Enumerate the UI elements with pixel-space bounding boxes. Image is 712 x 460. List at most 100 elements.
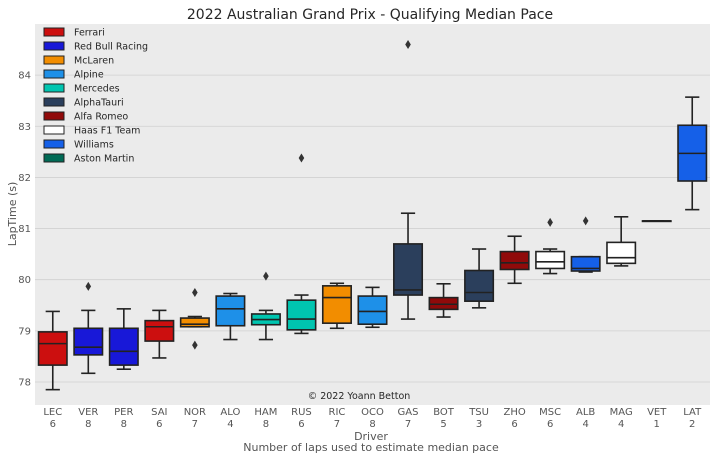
legend-label: Haas F1 Team — [74, 126, 140, 137]
box-sai — [144, 309, 175, 359]
legend-item: Red Bull Racing — [43, 41, 148, 53]
x-tick-laps: 4 — [618, 419, 624, 430]
box-iqr — [286, 299, 317, 331]
x-tick-laps: 4 — [227, 419, 233, 430]
x-tick-driver: VER — [78, 407, 98, 418]
y-tick-label: 82 — [18, 173, 31, 184]
outlier-point — [298, 153, 305, 163]
x-tick-driver: RIC — [329, 407, 346, 418]
x-tick-driver: ZHO — [503, 407, 525, 418]
legend-swatch — [43, 139, 65, 149]
legend-swatch — [43, 97, 65, 107]
chart-title: 2022 Australian Grand Prix - Qualifying … — [187, 7, 553, 23]
box-iqr — [357, 295, 388, 325]
legend-swatch — [43, 153, 65, 163]
y-tick-label: 81 — [18, 224, 31, 235]
x-tick-laps: 8 — [85, 419, 91, 430]
box-iqr — [570, 255, 601, 272]
box-ric — [321, 282, 352, 330]
x-axis-sublabel: Number of laps used to estimate median p… — [243, 441, 499, 454]
x-tick-laps: 1 — [654, 419, 660, 430]
box-iqr — [499, 250, 530, 271]
legend-item: Ferrari — [43, 27, 105, 39]
credit-annotation: © 2022 Yoann Betton — [308, 391, 411, 402]
x-tick-laps: 6 — [50, 419, 56, 430]
legend-item: AlphaTauri — [43, 97, 124, 109]
x-tick-laps: 2 — [689, 419, 695, 430]
legend-item: Mercedes — [43, 83, 120, 95]
x-tick-laps: 8 — [121, 419, 127, 430]
grid — [35, 74, 710, 383]
box-mag — [606, 216, 637, 267]
x-tick-driver: MAG — [610, 407, 633, 418]
y-tick-label: 83 — [18, 122, 31, 133]
box-lec — [37, 310, 68, 391]
legend-item: McLaren — [43, 55, 114, 67]
box-plots — [37, 39, 708, 391]
legend-swatch — [43, 55, 65, 65]
box-iqr — [606, 241, 637, 265]
x-tick-laps: 4 — [582, 419, 588, 430]
legend-item: Haas F1 Team — [43, 125, 140, 137]
x-tick-laps: 6 — [298, 419, 304, 430]
x-tick-laps: 5 — [440, 419, 446, 430]
x-tick-driver: NOR — [184, 407, 206, 418]
outlier-point — [192, 340, 198, 350]
x-tick-driver: MSC — [539, 407, 561, 418]
outlier-point — [192, 287, 198, 297]
legend-item: Alpine — [43, 69, 104, 81]
x-tick-driver: RUS — [291, 407, 312, 418]
y-axis-ticks: 78 79 80 81 82 83 84 — [18, 71, 31, 389]
y-tick-label: 84 — [18, 71, 31, 82]
legend-label: Alpine — [74, 70, 104, 81]
legend-label: Alfa Romeo — [74, 112, 128, 123]
outlier-point — [405, 39, 411, 49]
legend-label: AlphaTauri — [74, 98, 124, 109]
box-ver — [73, 281, 104, 375]
x-tick-laps: 6 — [511, 419, 517, 430]
legend-swatch — [43, 83, 65, 93]
box-tsu — [464, 248, 495, 309]
legend-label: Red Bull Racing — [74, 42, 148, 53]
outlier-point — [85, 281, 92, 291]
x-tick-laps: 6 — [156, 419, 162, 430]
x-tick-laps: 8 — [263, 419, 269, 430]
x-tick-driver: OCO — [361, 407, 384, 418]
box-iqr — [321, 285, 352, 324]
x-tick-laps: 6 — [547, 419, 553, 430]
box-iqr — [393, 243, 424, 296]
box-gas — [393, 39, 424, 320]
box-ham — [250, 271, 281, 341]
box-iqr — [215, 295, 246, 327]
x-tick-driver: TSU — [468, 407, 489, 418]
legend-label: McLaren — [74, 56, 114, 67]
box-vet — [641, 220, 672, 223]
outlier-point — [582, 216, 589, 226]
y-tick-label: 79 — [18, 326, 31, 337]
box-alo — [215, 292, 246, 341]
box-iqr — [108, 327, 139, 366]
y-axis-label: LapTime (s) — [6, 182, 19, 247]
legend-item: Williams — [43, 139, 114, 151]
legend-label: Williams — [74, 140, 114, 151]
box-rus — [286, 153, 317, 335]
legend-swatch — [43, 27, 65, 37]
box-iqr — [73, 327, 104, 356]
legend-item: Alfa Romeo — [43, 111, 128, 123]
outlier-point — [263, 271, 269, 281]
box-lat — [677, 96, 708, 211]
box-alb — [570, 216, 601, 273]
box-msc — [535, 217, 566, 275]
x-axis-label: Driver — [354, 430, 388, 443]
legend-label: Aston Martin — [74, 154, 134, 165]
box-oco — [357, 286, 388, 329]
legend: Ferrari Red Bull Racing McLaren Alpine Merce… — [43, 27, 148, 165]
box-iqr — [179, 317, 210, 328]
x-tick-driver: PER — [114, 407, 133, 418]
box-iqr — [37, 331, 68, 366]
x-tick-driver: LEC — [43, 407, 62, 418]
x-tick-driver: BOT — [433, 407, 455, 418]
box-iqr — [535, 250, 566, 270]
x-tick-laps: 7 — [334, 419, 340, 430]
